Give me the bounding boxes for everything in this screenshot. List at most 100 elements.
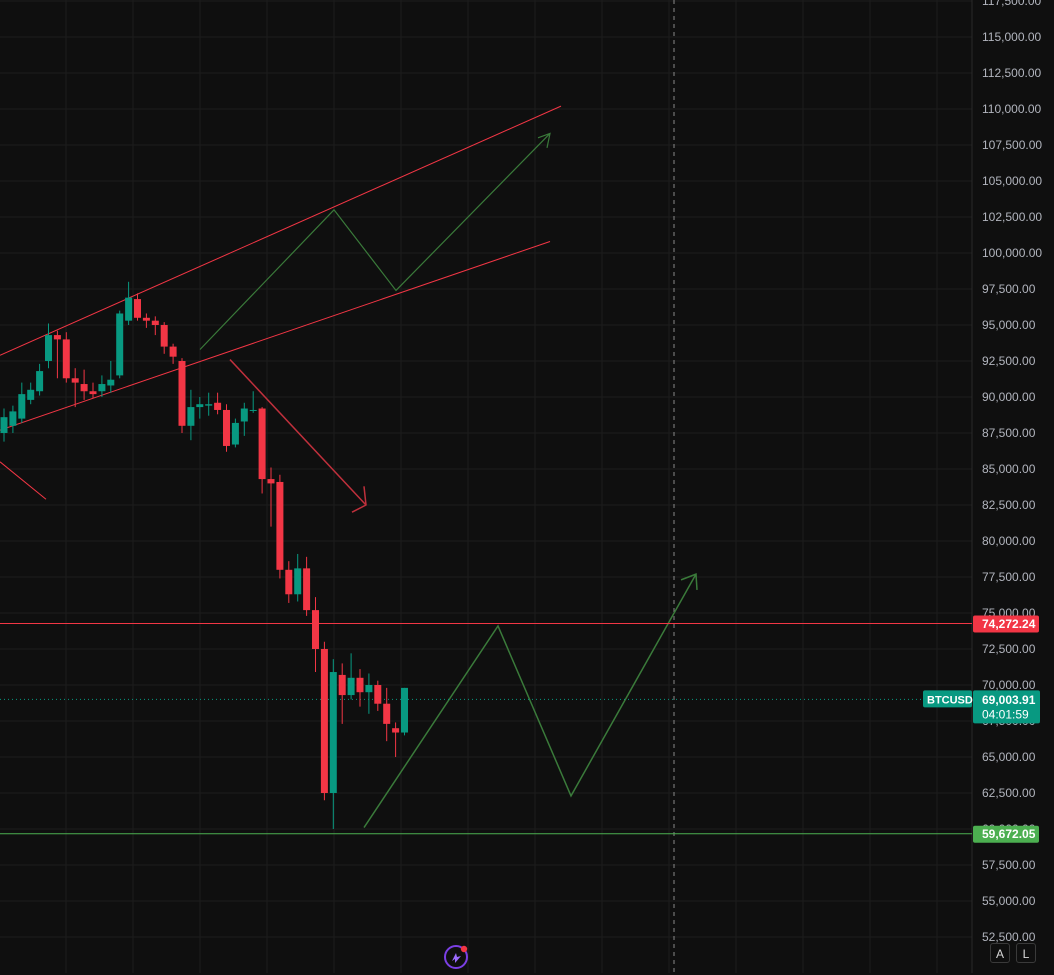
candle-body <box>151 320 159 325</box>
candle-body <box>98 384 106 392</box>
candle-body <box>116 313 124 376</box>
candle-body <box>231 422 239 445</box>
trend-line <box>0 461 47 500</box>
candle <box>169 343 177 364</box>
candle <box>0 408 8 442</box>
down-arrow-head <box>351 486 367 513</box>
candle-body <box>169 346 177 357</box>
candle-body <box>160 325 168 347</box>
candle <box>365 673 373 714</box>
candle <box>142 313 150 328</box>
candle <box>285 561 293 603</box>
candle-body <box>249 409 257 411</box>
candle <box>80 369 88 400</box>
candle-body <box>205 404 213 406</box>
candle-body <box>125 297 133 321</box>
y-tick-label: 102,500.00 <box>982 210 1042 224</box>
candle-body <box>196 404 204 408</box>
y-tick-label: 87,500.00 <box>982 426 1036 440</box>
y-tick-label: 65,000.00 <box>982 750 1036 764</box>
candle <box>401 687 408 736</box>
y-tick-label: 82,500.00 <box>982 498 1036 512</box>
projection-arrow-head <box>680 573 698 591</box>
y-tick-label: 110,000.00 <box>982 102 1041 116</box>
candle <box>187 389 195 441</box>
y-tick-label: 90,000.00 <box>982 390 1036 404</box>
candle-body <box>329 672 337 793</box>
candle <box>116 310 124 379</box>
candle <box>107 361 115 393</box>
candle <box>303 556 311 616</box>
candle-body <box>80 384 88 392</box>
y-tick-label: 52,500.00 <box>982 930 1036 944</box>
grid <box>0 0 972 973</box>
candle <box>383 687 391 742</box>
candle-body <box>45 335 52 361</box>
candle-body <box>338 674 346 696</box>
candle <box>223 404 230 452</box>
log-scale-button[interactable]: L <box>1016 943 1036 963</box>
current-price-label: 69,003.91 <box>982 693 1036 707</box>
candle <box>89 382 97 399</box>
candle-body <box>356 677 364 693</box>
candle-body <box>223 409 230 446</box>
y-tick-label: 62,500.00 <box>982 786 1036 800</box>
candle-body <box>240 408 248 422</box>
candle-body <box>285 569 293 595</box>
candle-body <box>365 685 373 693</box>
candle-body <box>374 685 382 704</box>
candle <box>71 368 79 408</box>
sparkle-icon[interactable] <box>443 944 469 970</box>
y-tick-label: 55,000.00 <box>982 894 1036 908</box>
candle <box>392 722 400 757</box>
y-tick-label: 97,500.00 <box>982 282 1036 296</box>
candle-body <box>134 299 141 318</box>
candle <box>320 641 328 801</box>
drawings <box>0 105 698 828</box>
candle <box>53 330 61 379</box>
candle <box>45 323 52 369</box>
candle-body <box>347 677 355 696</box>
candle-body <box>18 394 26 419</box>
auto-scale-button[interactable]: A <box>990 943 1010 963</box>
candle <box>329 659 337 829</box>
candle <box>312 597 319 673</box>
candle-body <box>383 703 391 724</box>
candle <box>18 382 26 423</box>
candle <box>151 316 159 336</box>
projection-path-upper <box>199 133 551 350</box>
symbol-tag <box>923 690 972 708</box>
price-level-label: 59,672.05 <box>982 827 1036 841</box>
candle <box>98 375 106 397</box>
candle-body <box>187 407 195 426</box>
y-tick-label: 85,000.00 <box>982 462 1036 476</box>
candle-body <box>71 378 79 383</box>
price-level-label: 74,272.24 <box>982 617 1036 631</box>
y-tick-label: 100,000.00 <box>982 246 1042 260</box>
channel-upper-line <box>0 105 562 356</box>
price-axis <box>972 0 1054 973</box>
candle-body <box>276 481 284 570</box>
candle <box>347 653 355 700</box>
y-tick-label: 105,000.00 <box>982 174 1042 188</box>
candle-body <box>9 411 17 426</box>
candle-body <box>53 335 61 340</box>
y-tick-label: 92,500.00 <box>982 354 1036 368</box>
candle <box>338 663 346 724</box>
candle <box>214 392 222 415</box>
candle <box>258 407 266 494</box>
y-tick-label: 72,500.00 <box>982 642 1036 656</box>
candle-body <box>267 479 275 484</box>
candle <box>36 363 44 396</box>
candle <box>249 391 257 413</box>
candle-body <box>312 610 319 649</box>
candle-body <box>294 568 302 595</box>
candle-body <box>107 379 115 386</box>
channel-lower-line <box>0 241 551 431</box>
candle <box>231 418 239 448</box>
candle <box>27 382 35 405</box>
projection-path-lower <box>363 573 697 828</box>
candle-body <box>214 402 222 410</box>
candle <box>196 397 204 419</box>
